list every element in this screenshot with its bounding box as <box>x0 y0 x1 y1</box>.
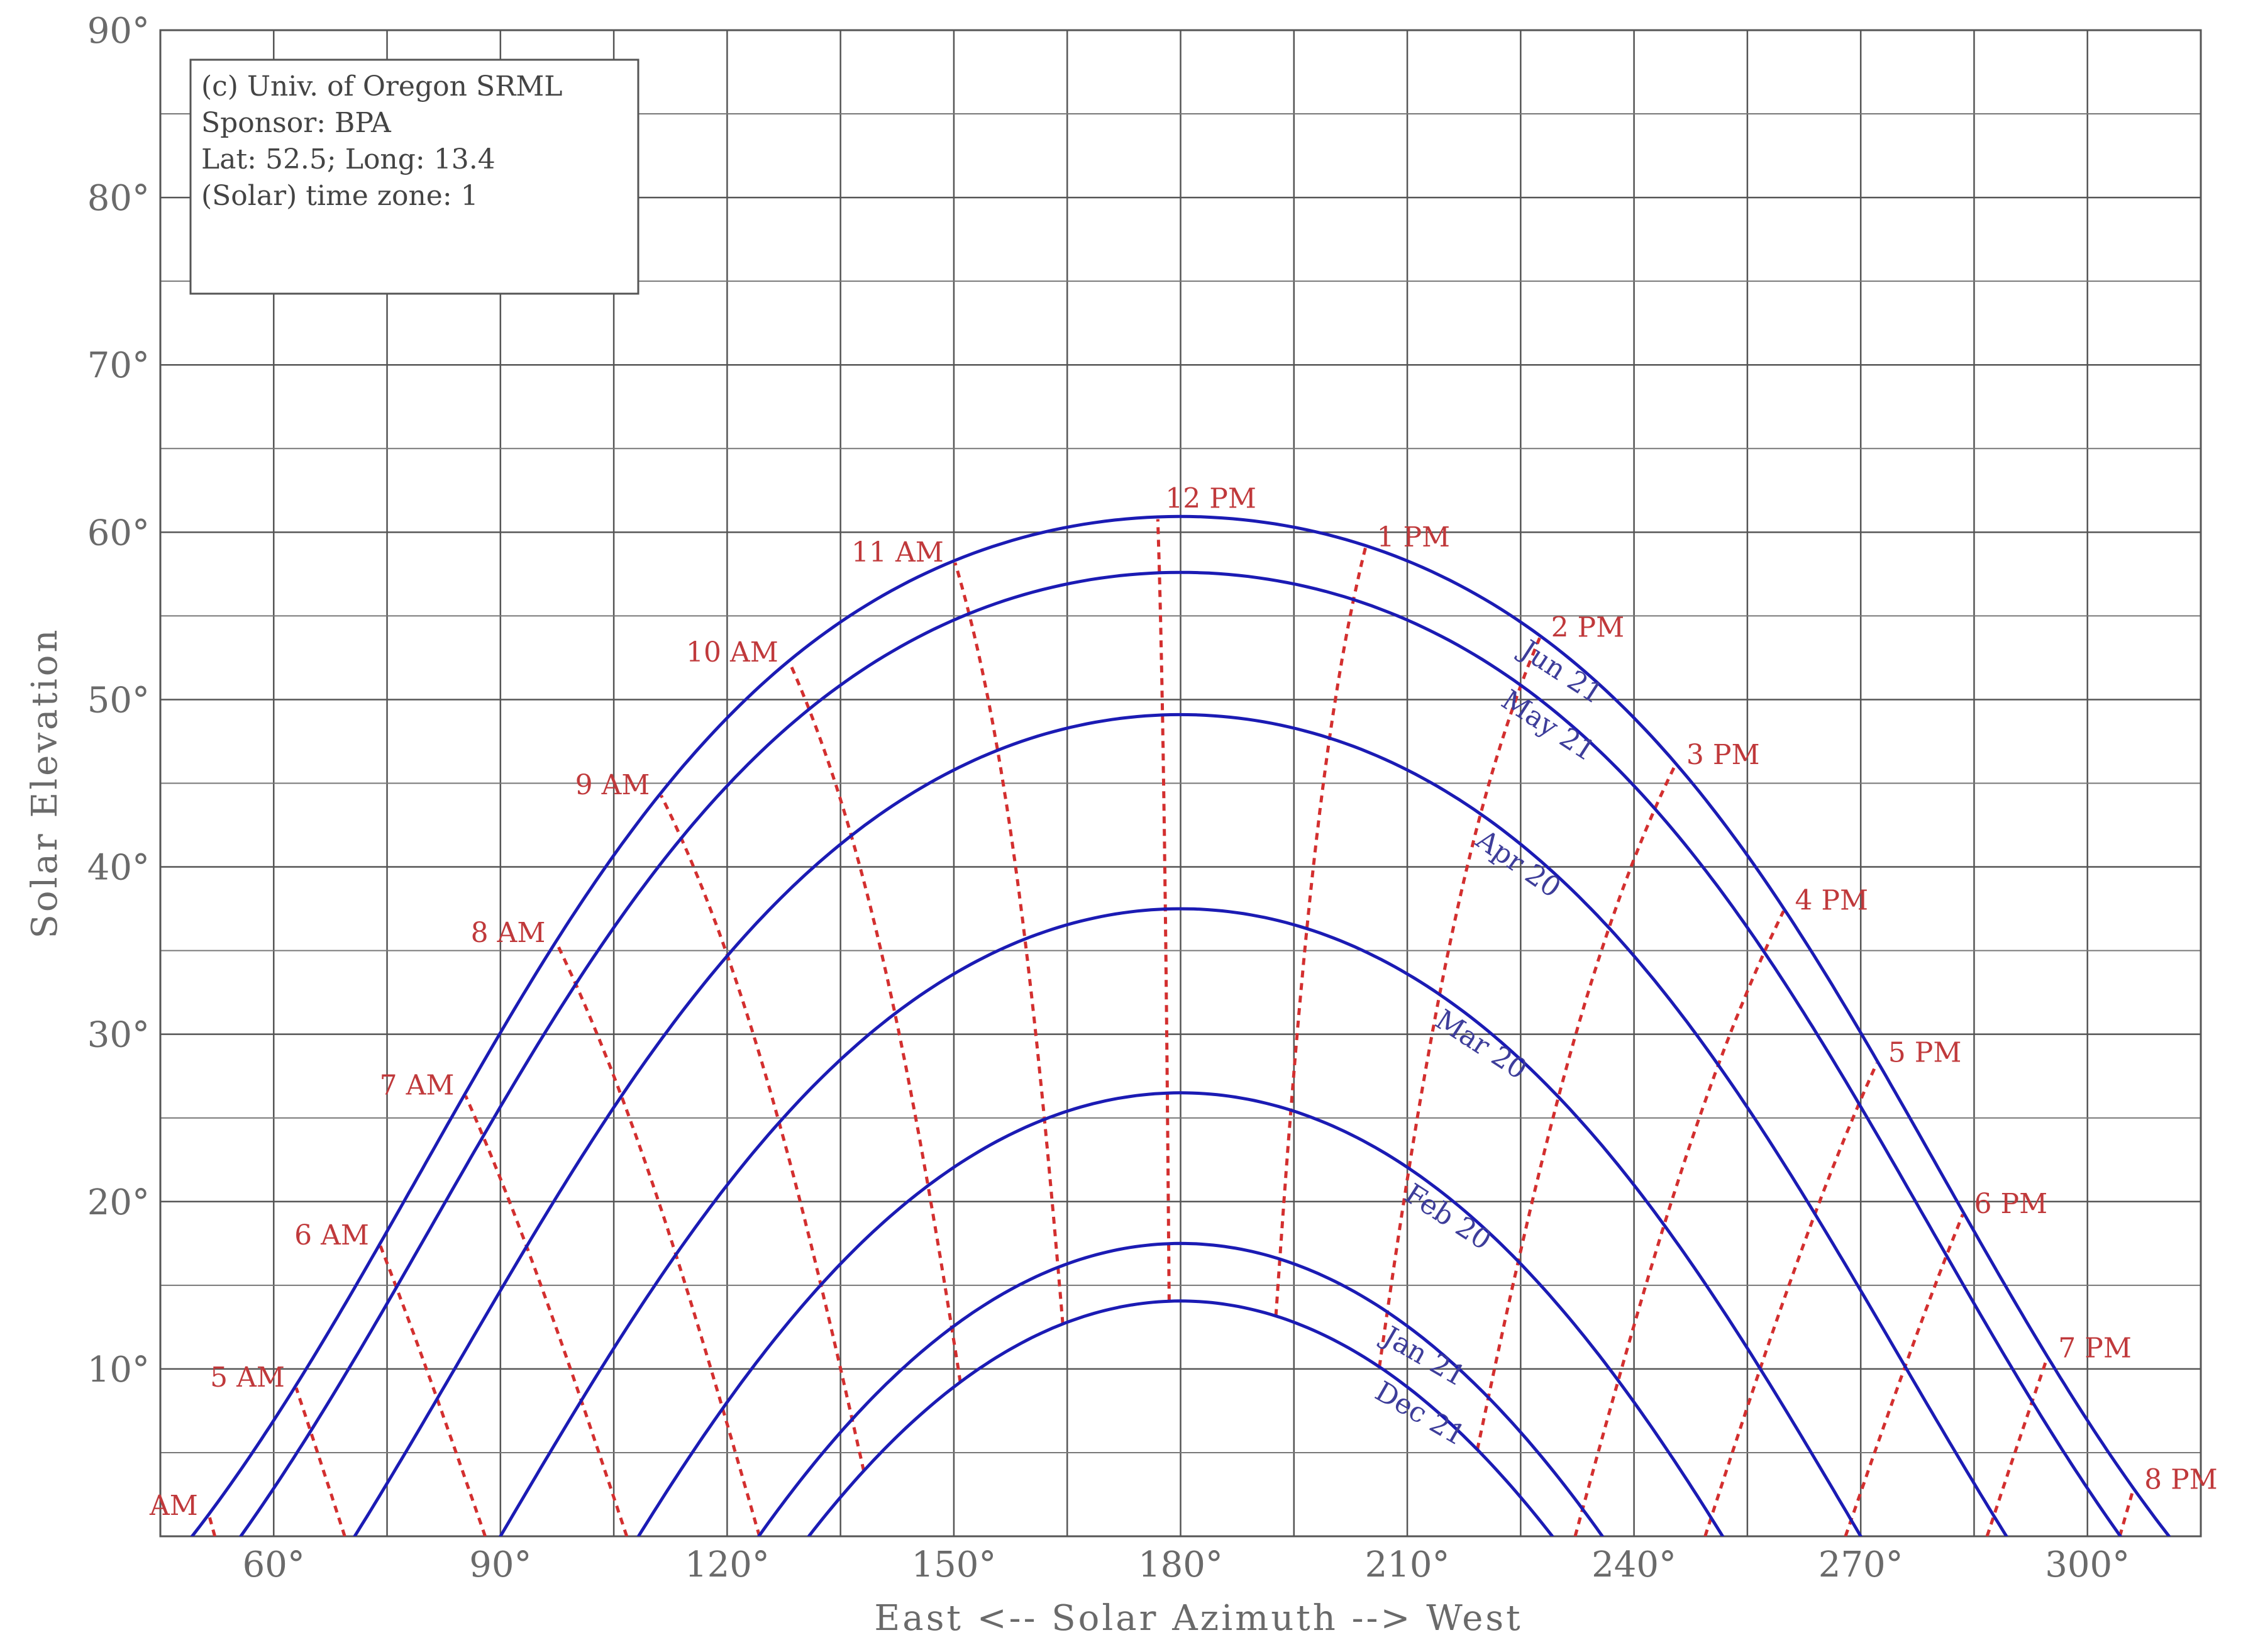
y-tick-label: 60° <box>87 513 150 553</box>
hour-label: 5 AM <box>210 1361 285 1394</box>
hour-label: 10 AM <box>686 636 778 668</box>
date-curve-mar-20 <box>498 907 1863 1536</box>
x-tick-label: 120° <box>685 1544 770 1585</box>
hour-line <box>2118 1490 2135 1536</box>
date-curves <box>190 514 2171 1536</box>
x-tick-label: 90° <box>469 1544 531 1585</box>
hour-label: 6 AM <box>294 1219 369 1251</box>
date-curve-may-21 <box>238 570 2123 1536</box>
hour-label: 4 PM <box>1795 885 1868 917</box>
hour-label: 3 PM <box>1686 739 1760 771</box>
hour-label: 7 AM <box>380 1069 455 1101</box>
x-tick-label: 300° <box>2045 1544 2130 1585</box>
info-line-credit: (c) Univ. of Oregon SRML <box>201 70 563 103</box>
hour-label: 7 PM <box>2058 1332 2132 1364</box>
hour-line <box>1274 547 1367 1316</box>
y-axis-title: Solar Elevation <box>25 627 65 938</box>
hour-label: 2 PM <box>1551 612 1625 644</box>
plot-frame <box>159 29 2202 1538</box>
hour-line <box>464 1095 629 1536</box>
date-curve-feb-20 <box>636 1091 1725 1536</box>
y-tick-label: 50° <box>87 680 150 721</box>
x-tick-label: 60° <box>243 1544 305 1585</box>
x-tick-label: 150° <box>911 1544 996 1585</box>
info-line-location: Lat: 52.5; Long: 13.4 <box>201 143 495 175</box>
hour-label: 5 PM <box>1888 1037 1962 1069</box>
hour-line <box>788 662 962 1383</box>
y-tick-label: 80° <box>87 178 150 219</box>
info-line-timezone: (Solar) time zone: 1 <box>201 180 479 212</box>
axis-ticks: 60° 90° 120° 150° 180° 210° 240° 270° 300° 10° 20°… <box>87 11 2130 1585</box>
hour-line <box>953 562 1065 1324</box>
date-label: Feb 20 <box>1399 1178 1497 1257</box>
hour-label: 8 PM <box>2144 1464 2218 1496</box>
hour-lines <box>208 519 2135 1536</box>
hour-line <box>208 1516 217 1536</box>
hour-label: 12 PM <box>1165 482 1256 514</box>
y-tick-label: 10° <box>87 1350 150 1390</box>
x-tick-label: 270° <box>1818 1544 1903 1585</box>
date-curve-apr-20 <box>353 712 2008 1536</box>
date-curve-jan-21 <box>756 1241 1605 1536</box>
hour-label: AM <box>149 1490 198 1522</box>
info-box: (c) Univ. of Oregon SRML Sponsor: BPA La… <box>189 58 639 295</box>
y-tick-label: 30° <box>87 1015 150 1056</box>
hour-line <box>294 1387 346 1536</box>
date-curve-dec-21 <box>807 1299 1554 1536</box>
hour-line <box>1476 764 1677 1450</box>
hour-line <box>1985 1358 2049 1536</box>
hour-line <box>1844 1214 1964 1536</box>
date-label: Mar 20 <box>1429 1004 1532 1086</box>
info-box-frame <box>189 58 639 295</box>
date-label: Apr 20 <box>1470 823 1566 904</box>
hour-label: 1 PM <box>1376 521 1450 553</box>
hour-label: 8 AM <box>471 917 546 949</box>
hour-label: 6 PM <box>1974 1188 2048 1220</box>
y-tick-label: 20° <box>87 1182 150 1223</box>
y-tick-label: 40° <box>87 848 150 889</box>
hour-line <box>555 942 761 1536</box>
info-line-sponsor: Sponsor: BPA <box>201 107 392 139</box>
hour-line <box>1573 910 1785 1536</box>
date-curve-jun-21 <box>190 514 2171 1536</box>
x-tick-label: 240° <box>1591 1544 1676 1585</box>
x-tick-label: 210° <box>1365 1544 1450 1585</box>
hour-line <box>1703 1062 1879 1536</box>
x-tick-label: 180° <box>1138 1544 1223 1585</box>
hour-label: 9 AM <box>575 769 650 801</box>
y-tick-label: 90° <box>87 11 150 52</box>
x-axis-title: East <-- Solar Azimuth --> West <box>874 1598 1522 1639</box>
hour-line <box>379 1245 487 1536</box>
hour-line <box>1378 637 1541 1368</box>
hour-label: 11 AM <box>851 536 944 568</box>
y-tick-label: 70° <box>87 345 150 386</box>
